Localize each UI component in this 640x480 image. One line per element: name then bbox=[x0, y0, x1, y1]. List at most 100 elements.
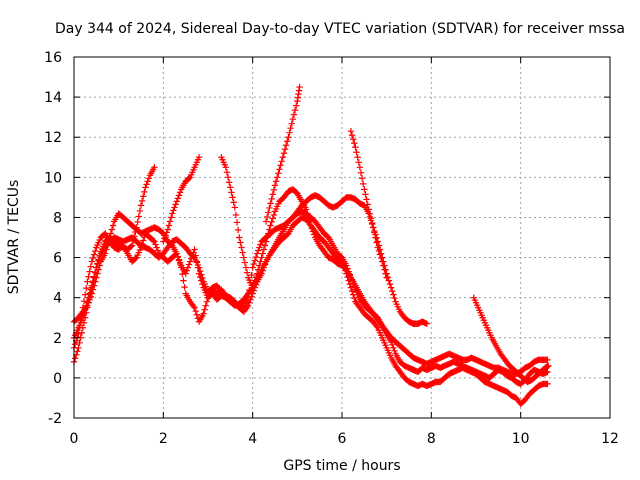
y-tick-label: 0 bbox=[53, 371, 62, 387]
data-point bbox=[250, 287, 257, 294]
data-point bbox=[71, 355, 79, 362]
data-point bbox=[377, 254, 385, 262]
data-point bbox=[261, 242, 269, 249]
data-point bbox=[274, 174, 281, 181]
data-point bbox=[308, 225, 316, 232]
data-point bbox=[233, 219, 241, 226]
data-point bbox=[195, 154, 203, 161]
data-point bbox=[232, 211, 240, 219]
data-point bbox=[387, 284, 395, 291]
data-point bbox=[128, 242, 136, 249]
data-point bbox=[143, 181, 150, 188]
data-point bbox=[242, 264, 250, 271]
data-point bbox=[171, 204, 178, 211]
y-tick-label: -2 bbox=[48, 411, 62, 427]
data-point bbox=[84, 298, 91, 305]
data-point bbox=[253, 270, 261, 277]
data-point bbox=[108, 226, 116, 233]
data-point bbox=[186, 258, 194, 265]
data-point bbox=[371, 229, 378, 236]
data-point bbox=[260, 246, 268, 253]
data-point bbox=[383, 274, 390, 281]
data-point bbox=[85, 273, 92, 280]
data-point bbox=[178, 264, 185, 271]
data-point bbox=[250, 260, 257, 268]
data-point bbox=[279, 154, 287, 161]
data-point bbox=[81, 306, 89, 313]
data-point bbox=[260, 264, 268, 271]
data-point bbox=[386, 280, 394, 288]
data-point bbox=[265, 209, 272, 216]
data-point bbox=[85, 294, 92, 301]
data-point bbox=[270, 211, 278, 219]
data-point bbox=[357, 169, 365, 177]
data-point bbox=[191, 304, 198, 311]
data-point bbox=[372, 234, 379, 241]
data-point bbox=[374, 244, 381, 251]
data-point bbox=[141, 188, 148, 196]
data-point bbox=[255, 247, 262, 254]
data-point bbox=[184, 264, 192, 271]
data-point bbox=[87, 263, 94, 270]
data-point bbox=[375, 247, 383, 255]
data-point bbox=[170, 207, 177, 214]
data-point bbox=[199, 274, 206, 282]
data-point bbox=[234, 226, 242, 234]
data-point bbox=[389, 341, 396, 348]
data-point bbox=[269, 215, 276, 222]
data-point bbox=[382, 270, 389, 277]
y-tick-label: 2 bbox=[53, 331, 62, 347]
data-point bbox=[290, 111, 298, 118]
data-point bbox=[174, 253, 182, 261]
data-point bbox=[364, 201, 371, 208]
data-point bbox=[179, 270, 186, 278]
data-point bbox=[226, 179, 233, 186]
data-point bbox=[89, 277, 97, 285]
data-point bbox=[366, 210, 374, 218]
data-point bbox=[284, 138, 291, 145]
data-point bbox=[200, 310, 207, 317]
data-point bbox=[266, 204, 273, 212]
data-point bbox=[81, 291, 89, 298]
x-tick-label: 0 bbox=[70, 431, 79, 447]
data-point bbox=[287, 124, 294, 132]
data-point bbox=[134, 218, 141, 226]
data-point bbox=[154, 247, 161, 254]
data-point bbox=[285, 134, 292, 141]
data-point bbox=[137, 202, 145, 209]
data-point bbox=[268, 218, 275, 226]
data-point bbox=[90, 251, 98, 258]
axis-ticks bbox=[73, 56, 611, 419]
data-point bbox=[257, 241, 264, 248]
data-point bbox=[367, 215, 375, 222]
data-point bbox=[347, 284, 355, 291]
data-point bbox=[102, 250, 109, 257]
data-point bbox=[368, 219, 376, 227]
data-point bbox=[423, 320, 431, 327]
data-point bbox=[262, 238, 270, 245]
data-point bbox=[183, 267, 190, 274]
data-point bbox=[131, 233, 138, 240]
data-point bbox=[173, 250, 180, 257]
data-point bbox=[173, 198, 180, 205]
data-point bbox=[129, 237, 137, 245]
data-point bbox=[266, 226, 273, 233]
data-point bbox=[138, 197, 146, 205]
data-point bbox=[278, 158, 285, 165]
data-point bbox=[355, 159, 362, 166]
data-point bbox=[263, 213, 271, 221]
data-point bbox=[144, 178, 151, 185]
data-point bbox=[135, 213, 142, 220]
data-point bbox=[93, 264, 100, 271]
data-point bbox=[136, 207, 144, 215]
data-point bbox=[306, 218, 313, 225]
data-point bbox=[165, 222, 173, 229]
data-point bbox=[145, 175, 153, 182]
data-point bbox=[362, 191, 369, 198]
x-axis-label: GPS time / hours bbox=[283, 458, 400, 474]
data-point bbox=[255, 266, 262, 273]
series-track-5 bbox=[160, 154, 203, 245]
data-point bbox=[352, 144, 359, 151]
series-track-6 bbox=[218, 154, 551, 378]
